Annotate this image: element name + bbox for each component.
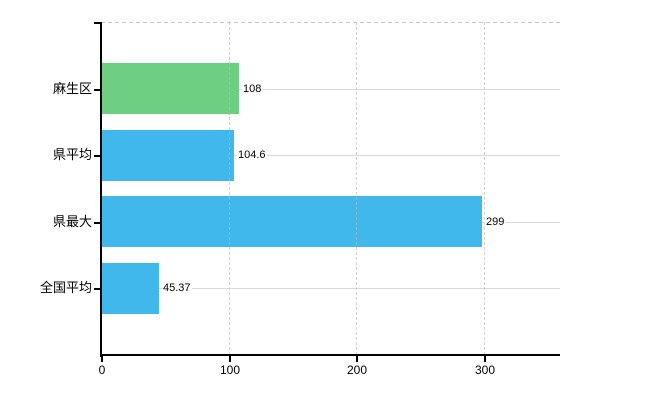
- category-label: 県平均: [52, 147, 92, 162]
- vertical-gridline: [356, 22, 357, 355]
- y-axis: [100, 22, 102, 357]
- y-axis-tick: [94, 288, 101, 290]
- category-label: 県最大: [52, 214, 92, 229]
- bar-segment: [102, 196, 482, 247]
- x-tick-label: 100: [219, 363, 241, 377]
- horizontal-gridline: [101, 89, 560, 90]
- bar-segment: [102, 263, 159, 314]
- x-axis-tick: [356, 356, 358, 362]
- bar-segment: [102, 130, 234, 181]
- bar-value-label: 108: [242, 82, 263, 96]
- y-axis-tick: [94, 89, 101, 91]
- y-axis-tick: [94, 155, 101, 157]
- x-tick-label: 300: [474, 363, 496, 377]
- x-tick-label: 0: [98, 363, 106, 377]
- horizontal-gridline: [101, 155, 560, 156]
- x-axis: [100, 354, 560, 356]
- bar-value-label: 104.6: [237, 148, 267, 162]
- bar-segment: [102, 63, 239, 114]
- vertical-gridline: [484, 22, 485, 355]
- x-axis-tick: [229, 356, 231, 362]
- horizontal-gridline: [101, 288, 560, 289]
- category-label: 麻生区: [52, 81, 92, 96]
- x-axis-tick: [101, 356, 103, 362]
- category-label: 全国平均: [39, 280, 92, 295]
- y-axis-top-tick: [94, 22, 101, 24]
- vertical-gridline: [229, 22, 230, 355]
- x-axis-tick: [484, 356, 486, 362]
- x-tick-label: 200: [346, 363, 368, 377]
- plot-top-gridline: [101, 22, 560, 23]
- bar-value-label: 299: [485, 215, 506, 229]
- y-axis-tick: [94, 222, 101, 224]
- bar-value-label: 45.37: [162, 281, 192, 295]
